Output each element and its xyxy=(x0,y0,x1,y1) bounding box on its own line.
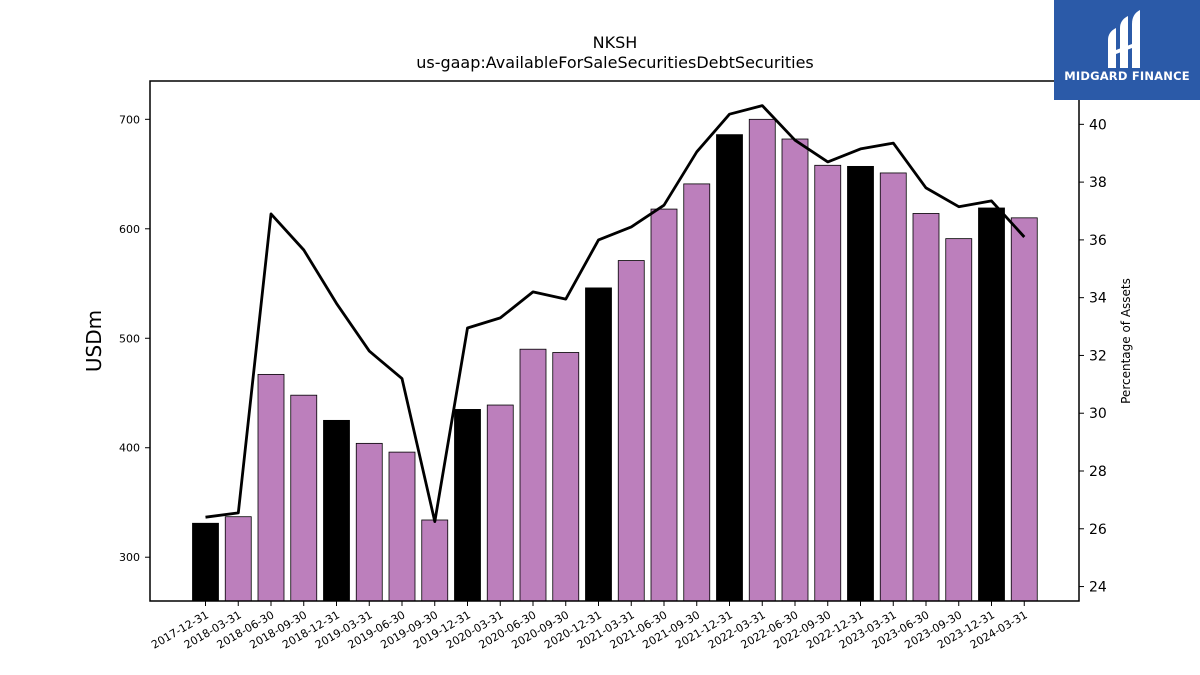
y2-tick-label: 32 xyxy=(1089,348,1107,364)
y2-tick-label: 26 xyxy=(1089,522,1107,538)
y-tick-label: 600 xyxy=(119,223,140,236)
bar xyxy=(617,260,645,602)
y2-tick-label: 36 xyxy=(1089,233,1107,249)
y-tick-label: 400 xyxy=(119,442,140,455)
y-axis-label: USDm xyxy=(82,310,106,372)
plot-frame xyxy=(149,80,1080,602)
bar xyxy=(716,134,743,602)
y2-tick-label: 28 xyxy=(1089,464,1107,480)
line-series xyxy=(205,104,1026,523)
bar xyxy=(257,373,285,602)
y-tick-label: 700 xyxy=(119,113,140,126)
y-tick-label: 300 xyxy=(119,551,140,564)
chart-subtitle: us-gaap:AvailableForSaleSecuritiesDebtSe… xyxy=(416,53,814,72)
chart-title: NKSH xyxy=(593,33,638,52)
bar xyxy=(290,394,318,602)
bar xyxy=(519,348,547,602)
y-tick-label: 500 xyxy=(119,332,140,345)
bar xyxy=(978,207,1005,602)
percentage-line xyxy=(205,104,1026,523)
bar xyxy=(748,118,776,602)
y2-axis-label: Percentage of Assets xyxy=(1119,278,1133,404)
bar xyxy=(781,138,809,602)
bar xyxy=(454,409,481,602)
bar xyxy=(421,519,449,602)
y2-tick-label: 30 xyxy=(1089,406,1107,422)
x-axis: 2017-12-312018-03-312018-06-302018-09-30… xyxy=(149,601,1030,652)
bar xyxy=(1010,217,1038,602)
bar xyxy=(192,522,219,602)
bar xyxy=(388,451,416,602)
y-axis-left: 300 400 500 600 700 xyxy=(119,113,150,564)
y2-tick-label: 40 xyxy=(1089,117,1107,133)
bar-series xyxy=(192,118,1038,602)
bar xyxy=(585,287,612,602)
bar xyxy=(650,208,678,602)
bar xyxy=(683,183,711,602)
bar xyxy=(224,516,252,602)
bar xyxy=(879,172,907,602)
y-axis-right: 24 26 28 30 32 34 36 38 40 xyxy=(1079,117,1107,596)
bar xyxy=(912,213,940,602)
bar xyxy=(847,165,874,602)
bar xyxy=(814,164,842,602)
bar xyxy=(945,238,973,602)
y2-tick-label: 34 xyxy=(1089,291,1107,307)
bar xyxy=(355,442,383,602)
bar xyxy=(323,419,350,602)
y2-tick-label: 24 xyxy=(1089,580,1107,596)
y2-tick-label: 38 xyxy=(1089,175,1107,191)
logo-text: MIDGARD FINANCE xyxy=(1064,69,1190,83)
bar xyxy=(552,352,580,602)
logo-mark-icon xyxy=(1108,10,1140,68)
bar xyxy=(486,404,514,602)
midgard-finance-logo: MIDGARD FINANCE xyxy=(1054,0,1200,100)
